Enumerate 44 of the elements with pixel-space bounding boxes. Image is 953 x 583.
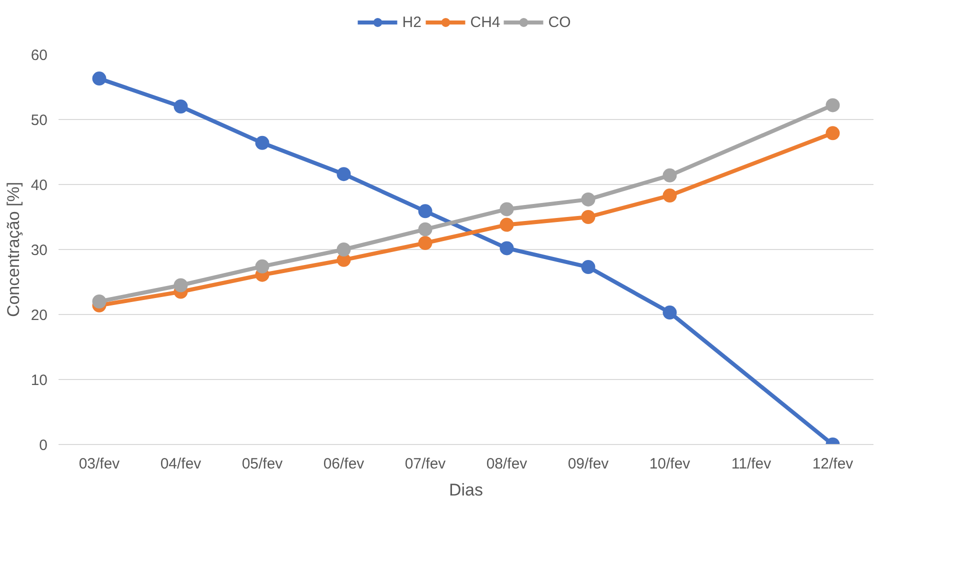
point <box>500 202 514 216</box>
point <box>418 204 432 218</box>
x-tick-label: 06/fev <box>323 456 365 472</box>
x-tick-label: 10/fev <box>649 456 691 472</box>
x-tick-label: 03/fev <box>78 456 120 472</box>
point <box>500 241 514 256</box>
point <box>662 168 677 182</box>
point <box>336 242 351 256</box>
point <box>174 278 188 292</box>
point <box>581 260 596 274</box>
point <box>581 192 596 206</box>
legend-label: CO <box>548 14 571 30</box>
point <box>500 218 514 232</box>
point <box>174 100 188 114</box>
y-tick-label: 10 <box>30 372 48 389</box>
y-tick-label: 20 <box>30 307 48 324</box>
x-axis-title: Dias <box>448 480 484 500</box>
point <box>255 259 270 274</box>
x-tick-label: 04/fev <box>160 456 202 472</box>
point <box>92 294 106 308</box>
x-tick-label: 05/fev <box>242 456 284 472</box>
x-tick-label: 09/fev <box>568 456 610 472</box>
point <box>581 210 596 224</box>
point <box>418 222 432 236</box>
legend-label: CH4 <box>470 14 500 30</box>
x-tick-label: 07/fev <box>404 456 446 472</box>
y-tick-label: 30 <box>30 242 48 259</box>
point <box>92 72 106 86</box>
point <box>418 236 432 250</box>
legend-label: H2 <box>402 14 422 30</box>
y-axis-title: Concentração [%] <box>4 182 23 318</box>
point <box>336 167 351 182</box>
y-tick-label: 40 <box>30 177 48 194</box>
point <box>826 98 840 112</box>
y-tick-label: 50 <box>30 112 48 129</box>
point <box>255 136 270 150</box>
point <box>662 306 677 320</box>
x-tick-label: 12/fev <box>812 456 854 472</box>
x-tick-label: 08/fev <box>486 456 528 472</box>
y-tick-label: 0 <box>39 437 48 454</box>
x-tick-label: 11/fev <box>731 456 772 472</box>
point <box>826 126 840 140</box>
point <box>662 188 677 203</box>
y-tick-label: 60 <box>30 47 48 64</box>
